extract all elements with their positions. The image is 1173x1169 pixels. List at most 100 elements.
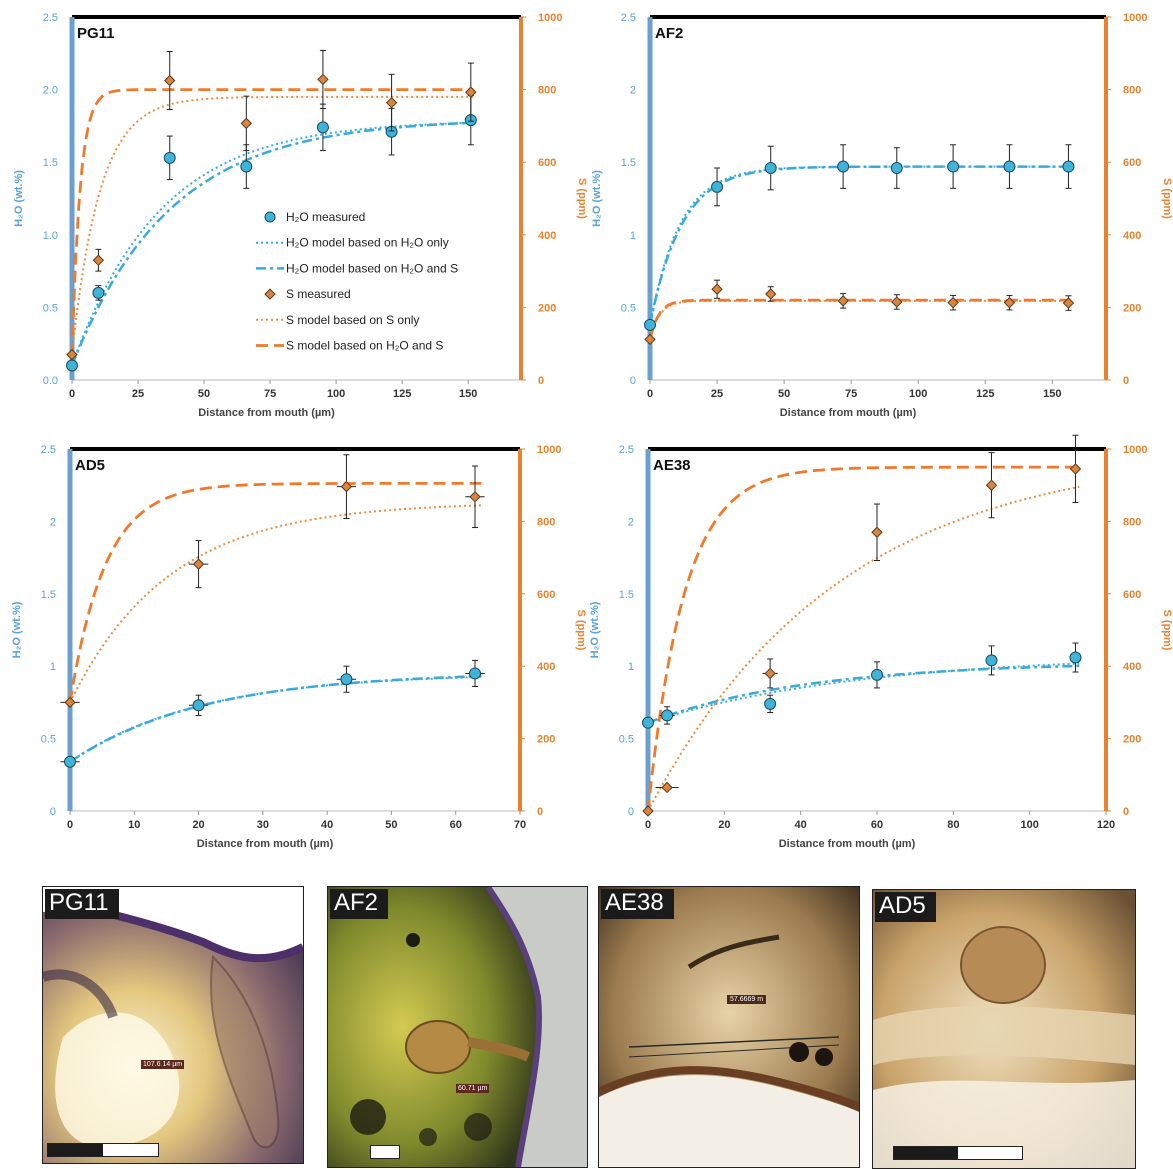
x-tick-label: 20: [718, 819, 730, 831]
y2-axis-label: S (ppm): [1161, 610, 1173, 651]
y2-tick-label: 0: [1123, 806, 1129, 818]
x-axis-label: Distance from mouth (µm): [198, 407, 335, 419]
y2-axis-label: S (ppm): [1161, 178, 1173, 219]
h2o-measured-point: [642, 716, 654, 729]
y-tick-label: 2.0: [43, 85, 58, 97]
x-tick-label: 125: [393, 388, 411, 400]
h2o-measured-point: [871, 668, 883, 681]
model-s-only: [647, 485, 1080, 812]
y-tick-label: 2: [50, 516, 56, 528]
h2o-measured-point: [340, 673, 353, 686]
h2o-measured-point: [947, 160, 960, 173]
y-tick-label: 1.5: [619, 589, 634, 601]
h2o-measured-point: [64, 755, 76, 768]
y-tick-label: 0.5: [619, 734, 634, 746]
y2-tick-label: 800: [1123, 85, 1141, 97]
h2o-measured-point: [66, 359, 78, 372]
x-tick-label: 40: [321, 819, 333, 831]
h2o-measured-point: [837, 160, 850, 173]
photo-pg11-image: [43, 887, 303, 1163]
photo-af2-image: [328, 887, 587, 1167]
h2o-measured-point: [240, 160, 253, 173]
x-tick-label: 60: [450, 819, 462, 831]
y-tick-label: 1.5: [621, 157, 636, 169]
y2-tick-label: 0: [1123, 375, 1129, 387]
x-axis-label: Distance from mouth (µm): [779, 838, 916, 850]
photo-pg11-label: PG11: [45, 889, 119, 919]
s-measured-point: [1003, 296, 1016, 309]
model-h2o-both: [647, 664, 1080, 724]
model-h2o-only: [69, 676, 482, 763]
y2-tick-label: 400: [1123, 661, 1141, 673]
y-tick-label: 0: [50, 806, 56, 818]
h2o-measured-point: [764, 162, 777, 175]
h2o-measured-point: [1003, 160, 1016, 173]
y2-tick-label: 400: [1123, 230, 1141, 242]
s-measured-point: [64, 696, 76, 709]
y-tick-label: 1: [628, 661, 634, 673]
h2o-measured-point: [644, 318, 656, 331]
x-tick-label: 40: [795, 819, 807, 831]
photo-af2: AF2 60.71 µm: [327, 886, 588, 1168]
photo-ae38: AE38 57.6669 m: [598, 886, 860, 1168]
s-measured-point: [1062, 297, 1075, 309]
legend-label: H₂O measured: [286, 210, 365, 224]
photo-ae38-measure: 57.6669 m: [727, 995, 767, 1004]
photo-pg11-scalebar: [47, 1143, 159, 1157]
model-h2o-both: [70, 121, 474, 366]
y-axis-label: H₂O (wt.%): [11, 601, 23, 658]
x-tick-label: 100: [909, 388, 927, 400]
y-tick-label: 1.0: [43, 230, 58, 242]
x-tick-label: 80: [947, 819, 959, 831]
photo-af2-scalebar: [370, 1145, 400, 1159]
legend-symbol-s-meas: [264, 288, 276, 300]
y2-axis-label: S (ppm): [576, 178, 588, 219]
y-axis-label: H₂O (wt.%): [591, 170, 603, 227]
model-s-only: [71, 95, 474, 355]
y-tick-label: 0.5: [41, 734, 56, 746]
chart-title: AE38: [653, 457, 691, 474]
s-measured-point: [985, 479, 998, 491]
y2-tick-label: 800: [538, 85, 556, 97]
h2o-measured-point: [890, 162, 903, 175]
legend: H₂O measured H₂O model based on H₂O only H…: [256, 210, 458, 353]
model-s-both: [70, 88, 474, 355]
x-tick-label: 30: [257, 819, 269, 831]
y2-tick-label: 600: [1123, 157, 1141, 169]
y2-tick-label: 1000: [1123, 444, 1147, 456]
y-tick-label: 0: [630, 375, 636, 387]
x-axis-label: Distance from mouth (µm): [780, 407, 917, 419]
photo-pg11: PG11 107.6 14 µm: [42, 886, 304, 1164]
legend-s-marker: [264, 288, 276, 300]
y2-tick-label: 200: [538, 302, 556, 314]
photo-ae38-image: [599, 887, 859, 1167]
x-tick-label: 70: [514, 819, 526, 831]
y-tick-label: 2.5: [43, 12, 58, 24]
s-measured-point: [240, 117, 253, 130]
s-measured-point: [661, 781, 673, 794]
photo-af2-label: AF2: [330, 889, 389, 919]
x-tick-label: 0: [69, 388, 75, 400]
y2-tick-label: 200: [1123, 302, 1141, 314]
y2-tick-label: 0: [537, 806, 543, 818]
photo-pg11-measure: 107.6 14 µm: [141, 1060, 185, 1069]
legend-label: S measured: [286, 287, 351, 301]
model-h2o-only: [647, 662, 1080, 724]
s-measured-point: [164, 74, 176, 87]
y2-tick-label: 800: [1123, 516, 1141, 528]
s-measured-point: [465, 86, 477, 98]
legend-symbol-h2o-meas: [264, 211, 276, 223]
y2-tick-label: 600: [537, 589, 555, 601]
s-measured-point: [385, 96, 398, 109]
x-tick-label: 0: [645, 819, 651, 831]
y-tick-label: 1.5: [43, 157, 58, 169]
y-tick-label: 2.5: [619, 444, 634, 456]
s-measured-point: [891, 296, 903, 308]
photo-ad5-label: AD5: [875, 892, 936, 922]
x-tick-label: 0: [67, 819, 73, 831]
y2-tick-label: 400: [538, 230, 556, 242]
h2o-measured-point: [661, 709, 674, 722]
y2-tick-label: 600: [1123, 589, 1141, 601]
